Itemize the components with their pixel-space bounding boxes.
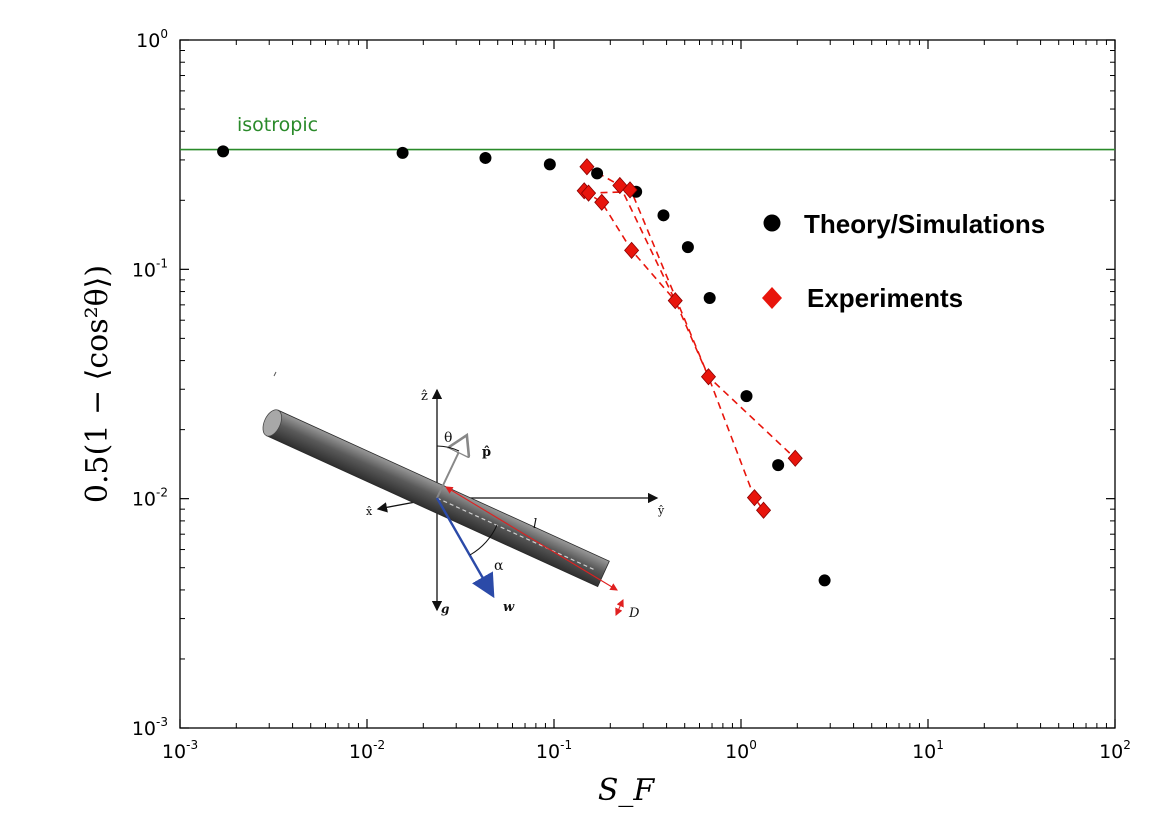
isotropic-label: isotropic bbox=[237, 114, 318, 136]
alpha-label: α bbox=[494, 558, 504, 574]
experiment-point bbox=[746, 489, 762, 507]
x-tick-exponent: -3 bbox=[186, 738, 198, 752]
theory-point bbox=[396, 146, 409, 159]
theory-point bbox=[479, 151, 492, 164]
theory-point bbox=[591, 167, 604, 180]
x-tick-exponent: -1 bbox=[560, 738, 572, 752]
z-axis-label: ẑ bbox=[421, 389, 428, 404]
axis-ticks bbox=[179, 39, 1116, 729]
experiment-point bbox=[624, 241, 640, 259]
experiment-point bbox=[622, 181, 638, 199]
theta-arc bbox=[436, 445, 460, 452]
x-tick-base: 10 bbox=[912, 741, 936, 763]
diameter-dimension bbox=[615, 599, 624, 616]
y-tick-exponent: 0 bbox=[160, 27, 168, 41]
x-tick-exponent: 0 bbox=[749, 738, 757, 752]
x-tick-base: 10 bbox=[349, 741, 373, 763]
experiment-point bbox=[594, 193, 610, 211]
rod-orientation-diagram: ẑ ŷ x̂ g p̂ w θ α l D bbox=[262, 371, 665, 621]
theta-label: θ bbox=[444, 430, 452, 446]
experiment-dashed-line bbox=[586, 166, 765, 511]
theory-series bbox=[217, 145, 831, 587]
y-tick-base: 10 bbox=[132, 489, 156, 511]
y-tick-base: 10 bbox=[132, 259, 156, 281]
y-tick-exponent: -1 bbox=[156, 256, 168, 270]
theory-point bbox=[703, 291, 716, 304]
g-label: g bbox=[441, 602, 449, 616]
legend-marker-experiments bbox=[762, 287, 782, 309]
x-tick-exponent: 2 bbox=[1123, 738, 1131, 752]
legend-marker-theory bbox=[763, 214, 781, 232]
x-tick-exponent: -2 bbox=[373, 738, 385, 752]
x-tick-label: 10-1 bbox=[536, 738, 572, 763]
x-axis-title: S_F bbox=[598, 773, 656, 808]
main-rod bbox=[262, 409, 610, 588]
theory-point bbox=[681, 241, 694, 254]
legend-label-experiments: Experiments bbox=[807, 283, 963, 313]
experiment-point bbox=[667, 292, 683, 310]
x-tick-label: 100 bbox=[725, 738, 757, 763]
p-vector-arrow bbox=[436, 437, 466, 499]
y-axis-label: ŷ bbox=[657, 504, 665, 517]
x-tick-label: 10-3 bbox=[162, 738, 198, 763]
length-dimension bbox=[445, 486, 618, 591]
x-tick-label: 102 bbox=[1099, 738, 1131, 763]
y-tick-exponent: -3 bbox=[156, 715, 168, 729]
theory-point bbox=[217, 145, 230, 158]
experiment-point bbox=[700, 368, 717, 386]
x-tick-base: 10 bbox=[162, 741, 186, 763]
y-tick-base: 10 bbox=[132, 718, 156, 740]
experiment-point bbox=[579, 158, 595, 176]
experiments-dashed-lines bbox=[583, 166, 796, 511]
x-tick-exponent: 1 bbox=[936, 738, 944, 752]
x-axis-label: x̂ bbox=[366, 505, 373, 518]
y-axis-title: 0.5(1 − ⟨cos²θ⟩) bbox=[80, 265, 115, 503]
experiment-point bbox=[756, 501, 772, 519]
x-tick-base: 10 bbox=[1099, 741, 1123, 763]
y-tick-label: 10-3 bbox=[132, 715, 168, 740]
p-label: p̂ bbox=[482, 445, 491, 460]
y-tick-exponent: -2 bbox=[156, 486, 168, 500]
inset-mark bbox=[273, 371, 277, 377]
theory-point bbox=[818, 574, 831, 587]
experiment-point bbox=[787, 449, 803, 467]
theory-point bbox=[740, 390, 753, 403]
experiment-dashed-line bbox=[583, 190, 676, 302]
legend: Theory/Simulations Experiments bbox=[762, 209, 1045, 313]
diameter-label: D bbox=[628, 606, 640, 621]
theory-point bbox=[657, 209, 670, 222]
plot-frame bbox=[179, 39, 1116, 729]
x-tick-base: 10 bbox=[536, 741, 560, 763]
experiment-dashed-line bbox=[588, 190, 796, 459]
x-tick-label: 101 bbox=[912, 738, 944, 763]
length-label: l bbox=[533, 517, 537, 532]
experiment-point bbox=[612, 176, 628, 195]
x-tick-label: 10-2 bbox=[349, 738, 385, 763]
y-tick-label: 10-2 bbox=[132, 486, 168, 511]
experiment-point bbox=[581, 184, 597, 202]
w-label: w bbox=[503, 600, 515, 615]
x-tick-base: 10 bbox=[725, 741, 749, 763]
experiments-series bbox=[576, 158, 803, 519]
y-tick-base: 10 bbox=[136, 30, 160, 52]
theory-point bbox=[543, 158, 556, 171]
legend-label-theory: Theory/Simulations bbox=[804, 209, 1045, 239]
theory-point bbox=[772, 459, 785, 472]
y-tick-label: 10-1 bbox=[132, 256, 168, 281]
y-tick-label: 100 bbox=[136, 27, 168, 52]
